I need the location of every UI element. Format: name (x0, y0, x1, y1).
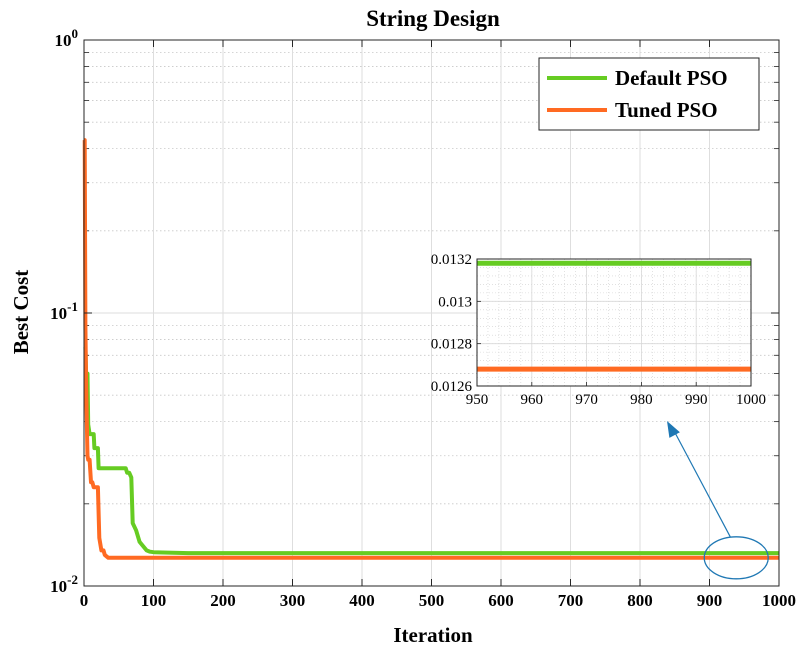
y-tick-label: 100 (55, 26, 79, 50)
x-tick-label: 100 (141, 591, 167, 610)
inset-frame (476, 258, 752, 387)
inset-x-tick-label: 950 (466, 392, 489, 408)
x-tick-label: 0 (80, 591, 89, 610)
y-tick-label: 10-2 (50, 572, 78, 596)
inset-y-tick-label: 0.0128 (431, 337, 472, 353)
x-tick-label: 800 (627, 591, 653, 610)
zoom-callout (667, 421, 769, 580)
legend-box (538, 57, 760, 131)
inset-x-tick-label: 980 (630, 392, 653, 408)
inset-y-tick-label: 0.013 (438, 294, 472, 310)
legend-label: Tuned PSO (615, 98, 718, 122)
x-axis-label: Iteration (393, 623, 473, 647)
inset-x-tick-label: 990 (685, 392, 708, 408)
x-tick-label: 700 (558, 591, 584, 610)
y-axis-label: Best Cost (9, 270, 33, 355)
x-tick-label: 900 (697, 591, 723, 610)
main-plot-area: 0 100 200 300 400 500 600 700 800 900 1000 100 10-1 1… (50, 26, 796, 610)
inset-y-tick-label: 0.0126 (431, 379, 473, 395)
legend-label: Default PSO (615, 66, 728, 90)
inset-x-tick-label: 960 (521, 392, 544, 408)
inset-x-tick-label: 1000 (736, 392, 766, 408)
x-tick-label: 300 (280, 591, 306, 610)
x-tick-label: 1000 (762, 591, 796, 610)
inset-y-tick-label: 0.0132 (431, 252, 472, 268)
inset-background (477, 259, 751, 386)
x-tick-label: 600 (488, 591, 514, 610)
zoom-ellipse (703, 536, 769, 580)
inset-plot: 950 960 970 980 990 1000 0.0132 0.013 0.0128 0.01… (431, 252, 766, 408)
zoom-arrow-line (671, 426, 731, 538)
inset-x-tick-label: 970 (575, 392, 598, 408)
x-tick-label: 200 (210, 591, 236, 610)
legend: Default PSO Tuned PSO (538, 57, 760, 131)
x-tick-label: 500 (419, 591, 445, 610)
series-line-tuned-pso (82, 138, 779, 560)
x-tick-label: 400 (349, 591, 375, 610)
y-tick-label: 10-1 (50, 299, 78, 323)
chart-title: String Design (366, 6, 500, 31)
zoom-arrow-head (667, 421, 680, 438)
